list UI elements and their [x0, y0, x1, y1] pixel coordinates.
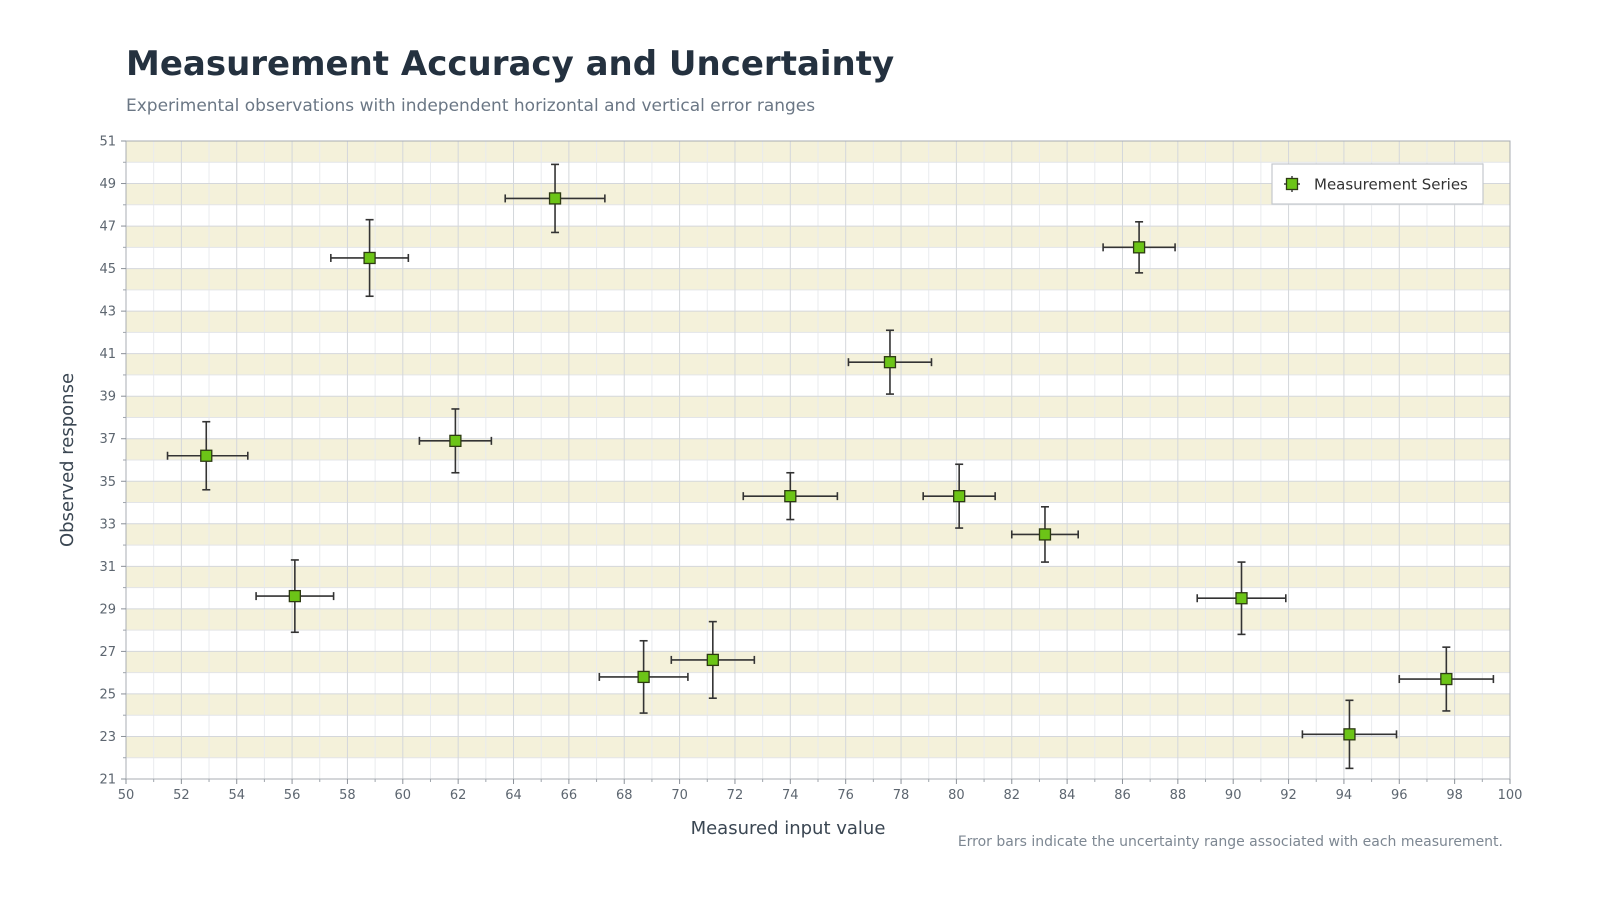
- x-tick-label: 100: [1498, 788, 1523, 803]
- chart-footnote: Error bars indicate the uncertainty rang…: [957, 834, 1503, 850]
- point-marker: [1038, 528, 1052, 541]
- x-tick-label: 80: [948, 788, 965, 803]
- point-marker: [1343, 728, 1356, 741]
- x-tick-label: 94: [1336, 788, 1353, 803]
- y-tick-label: 31: [99, 560, 116, 575]
- x-tick-label: 52: [173, 788, 190, 803]
- data-points: [166, 163, 1495, 770]
- point-marker: [953, 490, 966, 503]
- point-marker: [449, 434, 462, 448]
- point-marker: [200, 449, 213, 462]
- x-tick-label: 62: [450, 788, 467, 803]
- x-tick-label: 82: [1003, 788, 1020, 803]
- point-marker: [637, 670, 650, 684]
- x-tick-label: 72: [727, 788, 744, 803]
- minor-grid: [126, 141, 1510, 779]
- y-axis: 21 23 25 27 29 31 33 35 37 39 41 43 45 47 49 51: [99, 135, 126, 788]
- y-axis-label: Observed response: [57, 373, 78, 547]
- y-tick-label: 25: [99, 687, 116, 702]
- y-tick-label: 41: [99, 347, 116, 362]
- y-tick-label: 33: [99, 517, 116, 532]
- data-point: [1010, 505, 1079, 563]
- legend-box: [1271, 163, 1484, 205]
- data-point: [166, 420, 249, 491]
- data-point: [504, 163, 606, 234]
- data-point: [847, 329, 933, 395]
- x-tick-label: 88: [1170, 788, 1187, 803]
- legend: Measurement Series: [1271, 163, 1484, 205]
- data-point: [418, 408, 493, 474]
- x-tick-label: 60: [395, 788, 412, 803]
- point-marker: [288, 589, 301, 603]
- y-tick-label: 39: [99, 390, 116, 405]
- point-marker: [1440, 672, 1453, 686]
- data-point: [1102, 221, 1176, 274]
- y-tick-label: 23: [99, 730, 116, 745]
- y-tick-label: 21: [99, 773, 116, 788]
- x-tick-label: 64: [505, 788, 522, 803]
- point-marker: [706, 653, 719, 667]
- y-tick-label: 49: [99, 177, 116, 192]
- x-tick-label: 90: [1225, 788, 1242, 803]
- x-tick-label: 78: [893, 788, 910, 803]
- x-tick-label: 84: [1059, 788, 1076, 803]
- legend-label: Measurement Series: [1314, 176, 1468, 194]
- legend-marker-square: [1285, 177, 1299, 191]
- point-marker: [548, 192, 562, 205]
- y-tick-label: 51: [99, 135, 116, 150]
- x-tick-label: 74: [782, 788, 799, 803]
- x-axis-label: Measured input value: [691, 818, 886, 839]
- y-tick-label: 27: [99, 645, 116, 660]
- background-bands: [126, 141, 1510, 758]
- point-marker: [1235, 592, 1248, 605]
- data-point: [255, 559, 335, 634]
- data-point: [742, 471, 839, 521]
- y-tick-label: 43: [99, 305, 116, 320]
- data-point: [922, 463, 996, 529]
- x-tick-label: 68: [616, 788, 633, 803]
- x-tick-label: 54: [228, 788, 245, 803]
- legend-marker: [1284, 176, 1300, 192]
- x-tick-label: 86: [1114, 788, 1131, 803]
- y-tick-label: 45: [99, 262, 116, 277]
- data-point: [1398, 646, 1495, 712]
- y-tick-label: 29: [99, 602, 116, 617]
- x-axis: 50 52 54 56 58 60 62 64 66 68 70 72 74 76 78 80 82 84 86 88…: [118, 779, 1523, 803]
- data-point: [1196, 561, 1287, 636]
- y-tick-label: 47: [99, 220, 116, 235]
- point-marker: [784, 490, 797, 503]
- x-tick-label: 70: [671, 788, 688, 803]
- data-point: [1301, 699, 1398, 770]
- x-tick-label: 50: [118, 788, 135, 803]
- x-tick-label: 96: [1391, 788, 1408, 803]
- chart-subtitle: Experimental observations with independe…: [126, 96, 816, 116]
- point-marker: [363, 251, 376, 265]
- data-point: [330, 218, 410, 298]
- data-point: [670, 620, 756, 699]
- point-marker: [1132, 241, 1146, 254]
- x-tick-label: 92: [1280, 788, 1297, 803]
- x-tick-label: 58: [339, 788, 356, 803]
- x-tick-label: 76: [837, 788, 854, 803]
- data-point: [598, 639, 689, 714]
- y-tick-label: 35: [99, 475, 116, 490]
- y-tick-label: 37: [99, 432, 116, 447]
- x-tick-label: 98: [1446, 788, 1463, 803]
- x-tick-label: 66: [561, 788, 578, 803]
- point-marker: [883, 356, 897, 369]
- chart-title: Measurement Accuracy and Uncertainty: [126, 44, 895, 84]
- x-tick-label: 56: [284, 788, 301, 803]
